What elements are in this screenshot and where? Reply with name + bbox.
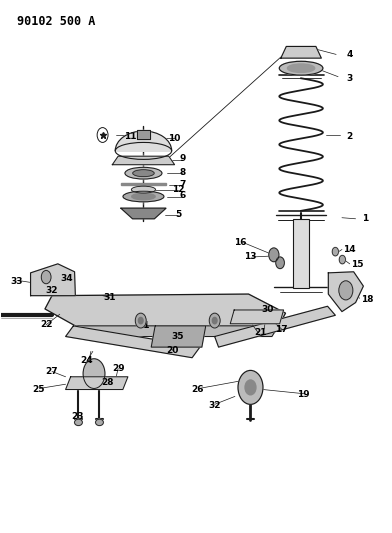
Circle shape	[332, 247, 338, 256]
Text: 27: 27	[45, 367, 58, 376]
Ellipse shape	[74, 419, 82, 425]
Text: 14: 14	[343, 245, 356, 254]
Text: 1: 1	[362, 214, 368, 223]
Text: 9: 9	[179, 155, 185, 164]
Polygon shape	[121, 208, 166, 219]
Ellipse shape	[132, 193, 155, 200]
Ellipse shape	[287, 64, 315, 72]
Text: 34: 34	[60, 273, 73, 282]
Polygon shape	[45, 294, 285, 326]
Text: 19: 19	[297, 390, 309, 399]
Ellipse shape	[138, 317, 143, 324]
Text: 33: 33	[10, 277, 22, 286]
Polygon shape	[215, 306, 335, 347]
Ellipse shape	[209, 313, 220, 328]
Circle shape	[269, 248, 279, 262]
Polygon shape	[68, 326, 278, 336]
Polygon shape	[281, 46, 321, 58]
Circle shape	[339, 255, 345, 264]
Text: 5: 5	[175, 210, 181, 219]
Text: 10: 10	[169, 134, 181, 143]
Text: 7: 7	[179, 180, 185, 189]
Ellipse shape	[41, 270, 51, 284]
Text: 28: 28	[101, 377, 114, 386]
Text: 32: 32	[209, 401, 221, 410]
Ellipse shape	[125, 167, 162, 179]
Text: 25: 25	[32, 385, 45, 394]
Circle shape	[83, 359, 105, 389]
Ellipse shape	[212, 317, 217, 324]
Text: 23: 23	[71, 411, 83, 421]
Text: 15: 15	[351, 261, 364, 269]
Text: 8: 8	[179, 167, 185, 176]
Polygon shape	[121, 183, 166, 185]
Circle shape	[245, 380, 256, 395]
Ellipse shape	[135, 313, 146, 328]
Circle shape	[339, 281, 353, 300]
Polygon shape	[113, 156, 174, 165]
Text: 90102 500 A: 90102 500 A	[17, 14, 95, 28]
Text: 17: 17	[275, 325, 288, 334]
Ellipse shape	[279, 61, 323, 75]
Bar	[293, 219, 309, 288]
Text: 13: 13	[244, 253, 257, 262]
Text: 35: 35	[171, 332, 183, 341]
Circle shape	[276, 257, 284, 269]
Text: 31: 31	[103, 293, 116, 302]
Text: 21: 21	[254, 328, 267, 337]
Ellipse shape	[123, 191, 164, 202]
Text: 16: 16	[234, 238, 247, 247]
Text: 3: 3	[347, 74, 353, 83]
Text: 6: 6	[179, 191, 185, 200]
Polygon shape	[31, 264, 75, 296]
Ellipse shape	[131, 186, 156, 193]
Text: 32: 32	[45, 286, 58, 295]
Text: 20: 20	[167, 346, 179, 355]
Ellipse shape	[96, 419, 103, 425]
Polygon shape	[151, 326, 206, 347]
Text: 2: 2	[347, 132, 353, 141]
Text: 30: 30	[262, 305, 274, 314]
Polygon shape	[230, 310, 283, 324]
Ellipse shape	[133, 169, 154, 176]
Text: 24: 24	[81, 357, 93, 366]
Text: 26: 26	[192, 385, 204, 394]
Text: 29: 29	[113, 364, 125, 373]
Text: 4: 4	[347, 50, 353, 59]
Text: 21: 21	[137, 321, 150, 330]
Text: 12: 12	[172, 185, 185, 194]
Text: 11: 11	[123, 132, 136, 141]
Text: 18: 18	[361, 295, 374, 304]
Polygon shape	[137, 130, 150, 139]
Polygon shape	[115, 131, 172, 151]
Text: 22: 22	[40, 320, 53, 329]
Circle shape	[238, 370, 263, 405]
Polygon shape	[328, 272, 363, 312]
Polygon shape	[65, 377, 128, 390]
Polygon shape	[65, 326, 200, 358]
